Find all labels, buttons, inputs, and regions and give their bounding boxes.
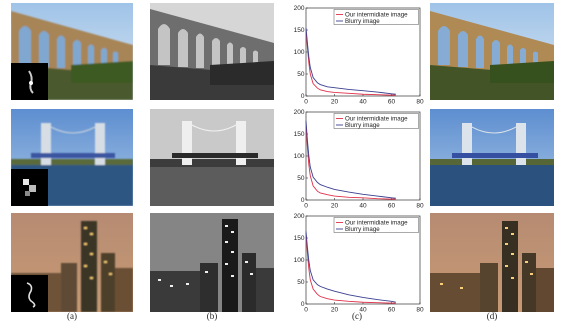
series-line: [305, 231, 396, 303]
x-tick-label: 60: [388, 99, 396, 106]
gradient-distribution-plot: 0 20 40 60 80 0 50 100 150 200 Our intermidiate im…: [288, 208, 424, 318]
legend-label: Blurry image: [345, 122, 380, 129]
column-label-a: (a): [67, 311, 77, 321]
city-deblurred-image: [430, 213, 554, 312]
y-tick-label: 100: [294, 257, 305, 264]
estimated-blur-kernel: [11, 275, 48, 312]
y-tick-label: 100: [294, 49, 305, 56]
plot-canvas: 0 20 40 60 80 0 50 100 150 200 Our intermidiate im…: [294, 5, 424, 106]
y-tick-label: 50: [297, 71, 305, 78]
x-tick-label: 40: [359, 203, 367, 210]
legend-label: Blurry image: [345, 18, 380, 25]
column-label-c: (c): [352, 311, 362, 321]
x-tick-label: 0: [304, 99, 308, 106]
bridge-blurry-color-image: [11, 109, 133, 206]
y-tick-label: 200: [294, 5, 305, 12]
legend-box: [333, 9, 419, 25]
x-tick-label: 0: [304, 307, 308, 314]
aqueduct-deblurred-image: [430, 3, 554, 100]
aqueduct-grayscale-image: [150, 3, 274, 100]
series-line: [305, 29, 396, 96]
city-grayscale-image: [150, 213, 274, 312]
legend-label: Our intermidiate image: [345, 220, 408, 227]
series-line: [305, 27, 396, 95]
x-tick-label: 40: [359, 99, 367, 106]
y-tick-label: 100: [294, 153, 305, 160]
y-tick-label: 150: [294, 131, 305, 138]
y-tick-label: 50: [297, 279, 305, 286]
city-blurry-color-image: [11, 213, 133, 312]
x-tick-label: 20: [331, 203, 339, 210]
y-tick-label: 200: [294, 109, 305, 116]
estimated-blur-kernel: [11, 63, 48, 100]
y-tick-label: 200: [294, 213, 305, 220]
y-tick-label: 0: [301, 301, 305, 308]
legend-box: [333, 113, 419, 129]
series-line: [305, 233, 396, 304]
x-tick-label: 80: [416, 203, 424, 210]
bridge-grayscale-image: [150, 109, 274, 206]
x-tick-label: 40: [359, 307, 367, 314]
plot-canvas: 0 20 40 60 80 0 50 100 150 200 Our intermidiate im…: [294, 213, 424, 314]
x-tick-label: 80: [416, 99, 424, 106]
y-tick-label: 0: [301, 93, 305, 100]
x-tick-label: 20: [331, 307, 339, 314]
x-tick-label: 0: [304, 203, 308, 210]
x-tick-label: 20: [331, 99, 339, 106]
legend-label: Blurry image: [345, 226, 380, 233]
bridge-deblurred-image: [430, 109, 554, 206]
y-tick-label: 0: [301, 197, 305, 204]
x-tick-label: 60: [388, 203, 396, 210]
legend-box: [333, 217, 419, 233]
x-tick-label: 80: [416, 307, 424, 314]
y-tick-label: 150: [294, 235, 305, 242]
gradient-distribution-plot: 0 20 40 60 80 0 50 100 150 200 Our intermidiate im…: [288, 0, 424, 110]
series-line: [305, 125, 396, 200]
legend-label: Our intermidiate image: [345, 12, 408, 19]
y-tick-label: 50: [297, 175, 305, 182]
column-label-b: (b): [206, 311, 218, 321]
legend-label: Our intermidiate image: [345, 116, 408, 123]
y-tick-label: 150: [294, 27, 305, 34]
column-label-d: (d): [486, 311, 498, 321]
aqueduct-blurry-color-image: [11, 3, 133, 100]
x-tick-label: 60: [388, 307, 396, 314]
estimated-blur-kernel: [11, 169, 48, 206]
plot-canvas: 0 20 40 60 80 0 50 100 150 200 Our intermidiate im…: [294, 109, 424, 210]
series-line: [305, 120, 396, 199]
gradient-distribution-plot: 0 20 40 60 80 0 50 100 150 200 Our intermidiate im…: [288, 104, 424, 214]
